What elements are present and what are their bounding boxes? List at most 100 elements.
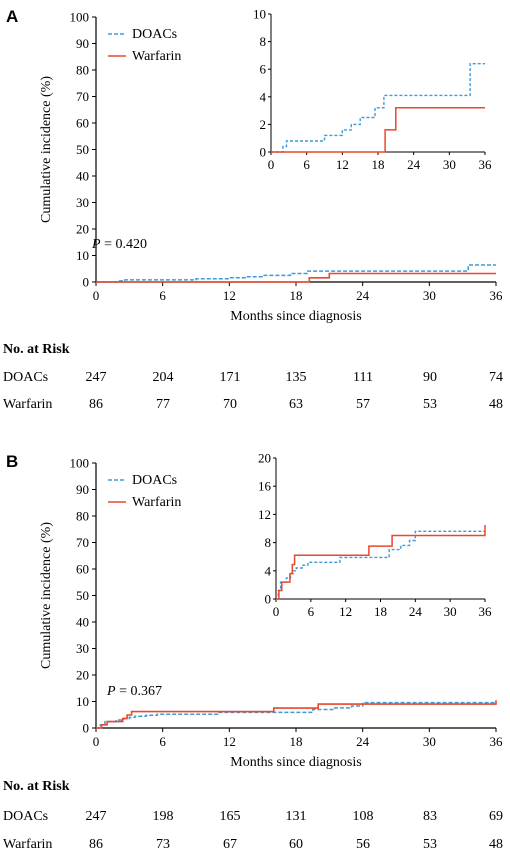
inset-y-tick-label: 20	[258, 451, 271, 466]
x-tick-label: 24	[356, 734, 370, 749]
risk-cell: 67	[223, 837, 237, 852]
inset-x-tick-label: 0	[268, 157, 275, 172]
y-tick-label: 100	[70, 10, 90, 25]
panel-label: A	[6, 7, 18, 26]
risk-table-title: No. at Risk	[3, 779, 70, 794]
inset-x-tick-label: 0	[273, 604, 280, 619]
y-axis-label: Cumulative incidence (%)	[39, 76, 54, 223]
x-tick-label: 6	[159, 288, 166, 303]
risk-cell: 56	[356, 837, 370, 852]
y-tick-label: 60	[76, 116, 89, 131]
inset-series-line-doacs	[271, 63, 485, 153]
y-tick-label: 90	[76, 482, 89, 497]
y-tick-label: 20	[76, 222, 89, 237]
risk-cell: 83	[423, 809, 437, 824]
y-tick-label: 0	[83, 275, 90, 290]
x-tick-label: 6	[159, 734, 166, 749]
series-line-doacs	[96, 701, 496, 729]
risk-cell: 74	[489, 370, 503, 385]
risk-table: No. at Risk DOACs 247 204 171 135 111 90 74 Warfa…	[3, 342, 503, 412]
y-tick-label: 50	[76, 588, 89, 603]
y-tick-label: 0	[83, 721, 90, 736]
risk-cell: 53	[423, 397, 437, 412]
y-tick-label: 70	[76, 535, 89, 550]
inset-axes: 0 4 8 12 16 20 0 6 12 18 24 30 36	[258, 451, 492, 620]
p-symbol: P	[106, 684, 116, 699]
legend-label-doacs: DOACs	[132, 27, 177, 42]
inset-y-tick-label: 16	[258, 479, 272, 494]
risk-cell: 204	[153, 370, 174, 385]
x-tick-label: 18	[290, 288, 303, 303]
inset-series-line-doacs	[276, 530, 485, 600]
inset-x-tick-label: 6	[303, 157, 310, 172]
inset-x-tick-label: 12	[336, 157, 349, 172]
risk-row-label: DOACs	[3, 809, 48, 824]
panel-label: B	[6, 452, 18, 471]
inset-series-line-warfarin	[271, 107, 485, 153]
x-tick-label: 0	[93, 288, 100, 303]
y-tick-label: 40	[76, 615, 89, 630]
legend: DOACs Warfarin	[108, 27, 181, 64]
inset-y-tick-label: 6	[260, 62, 267, 77]
x-axis-label: Months since diagnosis	[230, 755, 361, 770]
inset-x-tick-label: 24	[407, 157, 421, 172]
risk-row-label: DOACs	[3, 370, 48, 385]
risk-cell: 70	[223, 397, 237, 412]
p-value: P = 0.420	[91, 237, 147, 252]
risk-cell: 131	[286, 809, 307, 824]
inset-y-tick-label: 2	[260, 117, 267, 132]
inset-x-tick-label: 30	[443, 157, 456, 172]
y-tick-label: 40	[76, 169, 89, 184]
risk-cell: 247	[86, 809, 107, 824]
risk-cell: 247	[86, 370, 107, 385]
inset-y-tick-label: 0	[260, 145, 267, 160]
legend-label-warfarin: Warfarin	[132, 49, 181, 64]
inset-x-tick-label: 36	[479, 157, 493, 172]
y-axis-label: Cumulative incidence (%)	[39, 522, 54, 669]
inset-y-tick-label: 4	[265, 563, 272, 578]
risk-cell: 165	[220, 809, 241, 824]
y-tick-label: 10	[76, 248, 89, 263]
risk-cell: 48	[489, 397, 503, 412]
inset-y-tick-label: 0	[265, 592, 272, 607]
y-tick-label: 100	[70, 456, 90, 471]
y-tick-label: 60	[76, 562, 89, 577]
y-tick-label: 30	[76, 641, 89, 656]
p-symbol: P	[91, 237, 101, 252]
inset-y-tick-label: 12	[258, 507, 271, 522]
risk-cell: 86	[89, 397, 103, 412]
inset-x-tick-label: 18	[374, 604, 387, 619]
x-tick-label: 12	[223, 734, 236, 749]
risk-cell: 77	[156, 397, 170, 412]
legend-label-warfarin: Warfarin	[132, 495, 181, 510]
inset-x-tick-label: 24	[409, 604, 423, 619]
inset-y-tick-label: 8	[265, 535, 272, 550]
inset-x-tick-label: 18	[372, 157, 385, 172]
y-tick-label: 80	[76, 509, 89, 524]
p-number: = 0.367	[116, 684, 162, 699]
inset-x-tick-label: 30	[444, 604, 457, 619]
x-tick-label: 18	[290, 734, 303, 749]
risk-cell: 48	[489, 837, 503, 852]
y-tick-label: 80	[76, 63, 89, 78]
risk-cell: 135	[286, 370, 307, 385]
risk-table-title: No. at Risk	[3, 342, 70, 357]
inset-x-tick-label: 36	[479, 604, 493, 619]
legend: DOACs Warfarin	[108, 473, 181, 510]
risk-cell: 57	[356, 397, 370, 412]
series-line-warfarin	[96, 272, 496, 283]
x-axis-label: Months since diagnosis	[230, 309, 361, 324]
y-tick-label: 30	[76, 195, 89, 210]
risk-cell: 111	[353, 370, 373, 385]
inset-y-tick-label: 8	[260, 34, 267, 49]
x-tick-label: 24	[356, 288, 370, 303]
risk-cell: 69	[489, 809, 503, 824]
risk-cell: 73	[156, 837, 170, 852]
x-tick-label: 30	[423, 734, 436, 749]
p-number: = 0.420	[101, 237, 147, 252]
y-tick-label: 10	[76, 694, 89, 709]
